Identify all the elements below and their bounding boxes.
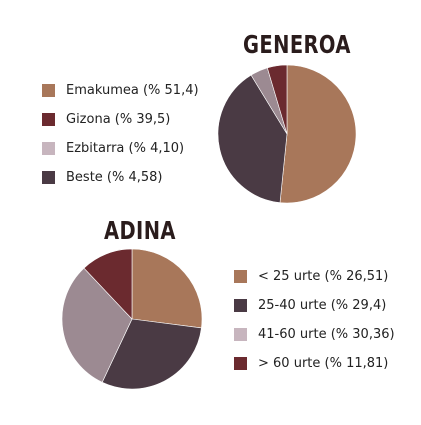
legend-label: 41-60 urte (% 30,36)	[258, 327, 395, 342]
legend-swatch	[42, 171, 55, 184]
legend-swatch	[234, 270, 247, 283]
pie-slice-generoa-3	[266, 64, 288, 135]
legend-swatch	[234, 299, 247, 312]
legend-swatch	[42, 142, 55, 155]
pie-slice-generoa-1	[217, 74, 288, 203]
legend-label: Emakumea (% 51,4)	[66, 83, 199, 98]
chart-title-adina: ADINA	[104, 216, 176, 245]
legend-swatch	[234, 357, 247, 370]
legend-swatch	[234, 328, 247, 341]
pie-slice-generoa-0	[279, 64, 357, 204]
legend-swatch	[42, 113, 55, 126]
chart-title-generoa: GENEROA	[243, 30, 351, 59]
pie-slice-adina-3	[83, 248, 133, 320]
legend-item-adina-1: 25-40 urte (% 29,4)	[234, 291, 395, 320]
legend-label: Beste (% 4,58)	[66, 170, 163, 185]
legend-item-adina-2: 41-60 urte (% 30,36)	[234, 320, 395, 349]
legend-label: > 60 urte (% 11,81)	[258, 356, 389, 371]
legend-item-generoa-2: Ezbitarra (% 4,10)	[42, 134, 199, 163]
legend-adina: < 25 urte (% 26,51) 25-40 urte (% 29,4) 41…	[234, 262, 395, 378]
legend-item-adina-3: > 60 urte (% 11,81)	[234, 349, 395, 378]
legend-item-adina-0: < 25 urte (% 26,51)	[234, 262, 395, 291]
legend-label: 25-40 urte (% 29,4)	[258, 298, 387, 313]
pie-slice-adina-2	[61, 267, 133, 383]
legend-label: < 25 urte (% 26,51)	[258, 269, 389, 284]
legend-label: Gizona (% 39,5)	[66, 112, 171, 127]
legend-generoa: Emakumea (% 51,4) Gizona (% 39,5) Ezbitarr…	[42, 76, 199, 192]
legend-item-generoa-0: Emakumea (% 51,4)	[42, 76, 199, 105]
legend-item-generoa-1: Gizona (% 39,5)	[42, 105, 199, 134]
legend-label: Ezbitarra (% 4,10)	[66, 141, 185, 156]
legend-swatch	[42, 84, 55, 97]
legend-item-generoa-3: Beste (% 4,58)	[42, 163, 199, 192]
pie-slice-adina-1	[101, 318, 202, 390]
pie-slice-adina-0	[131, 248, 203, 329]
